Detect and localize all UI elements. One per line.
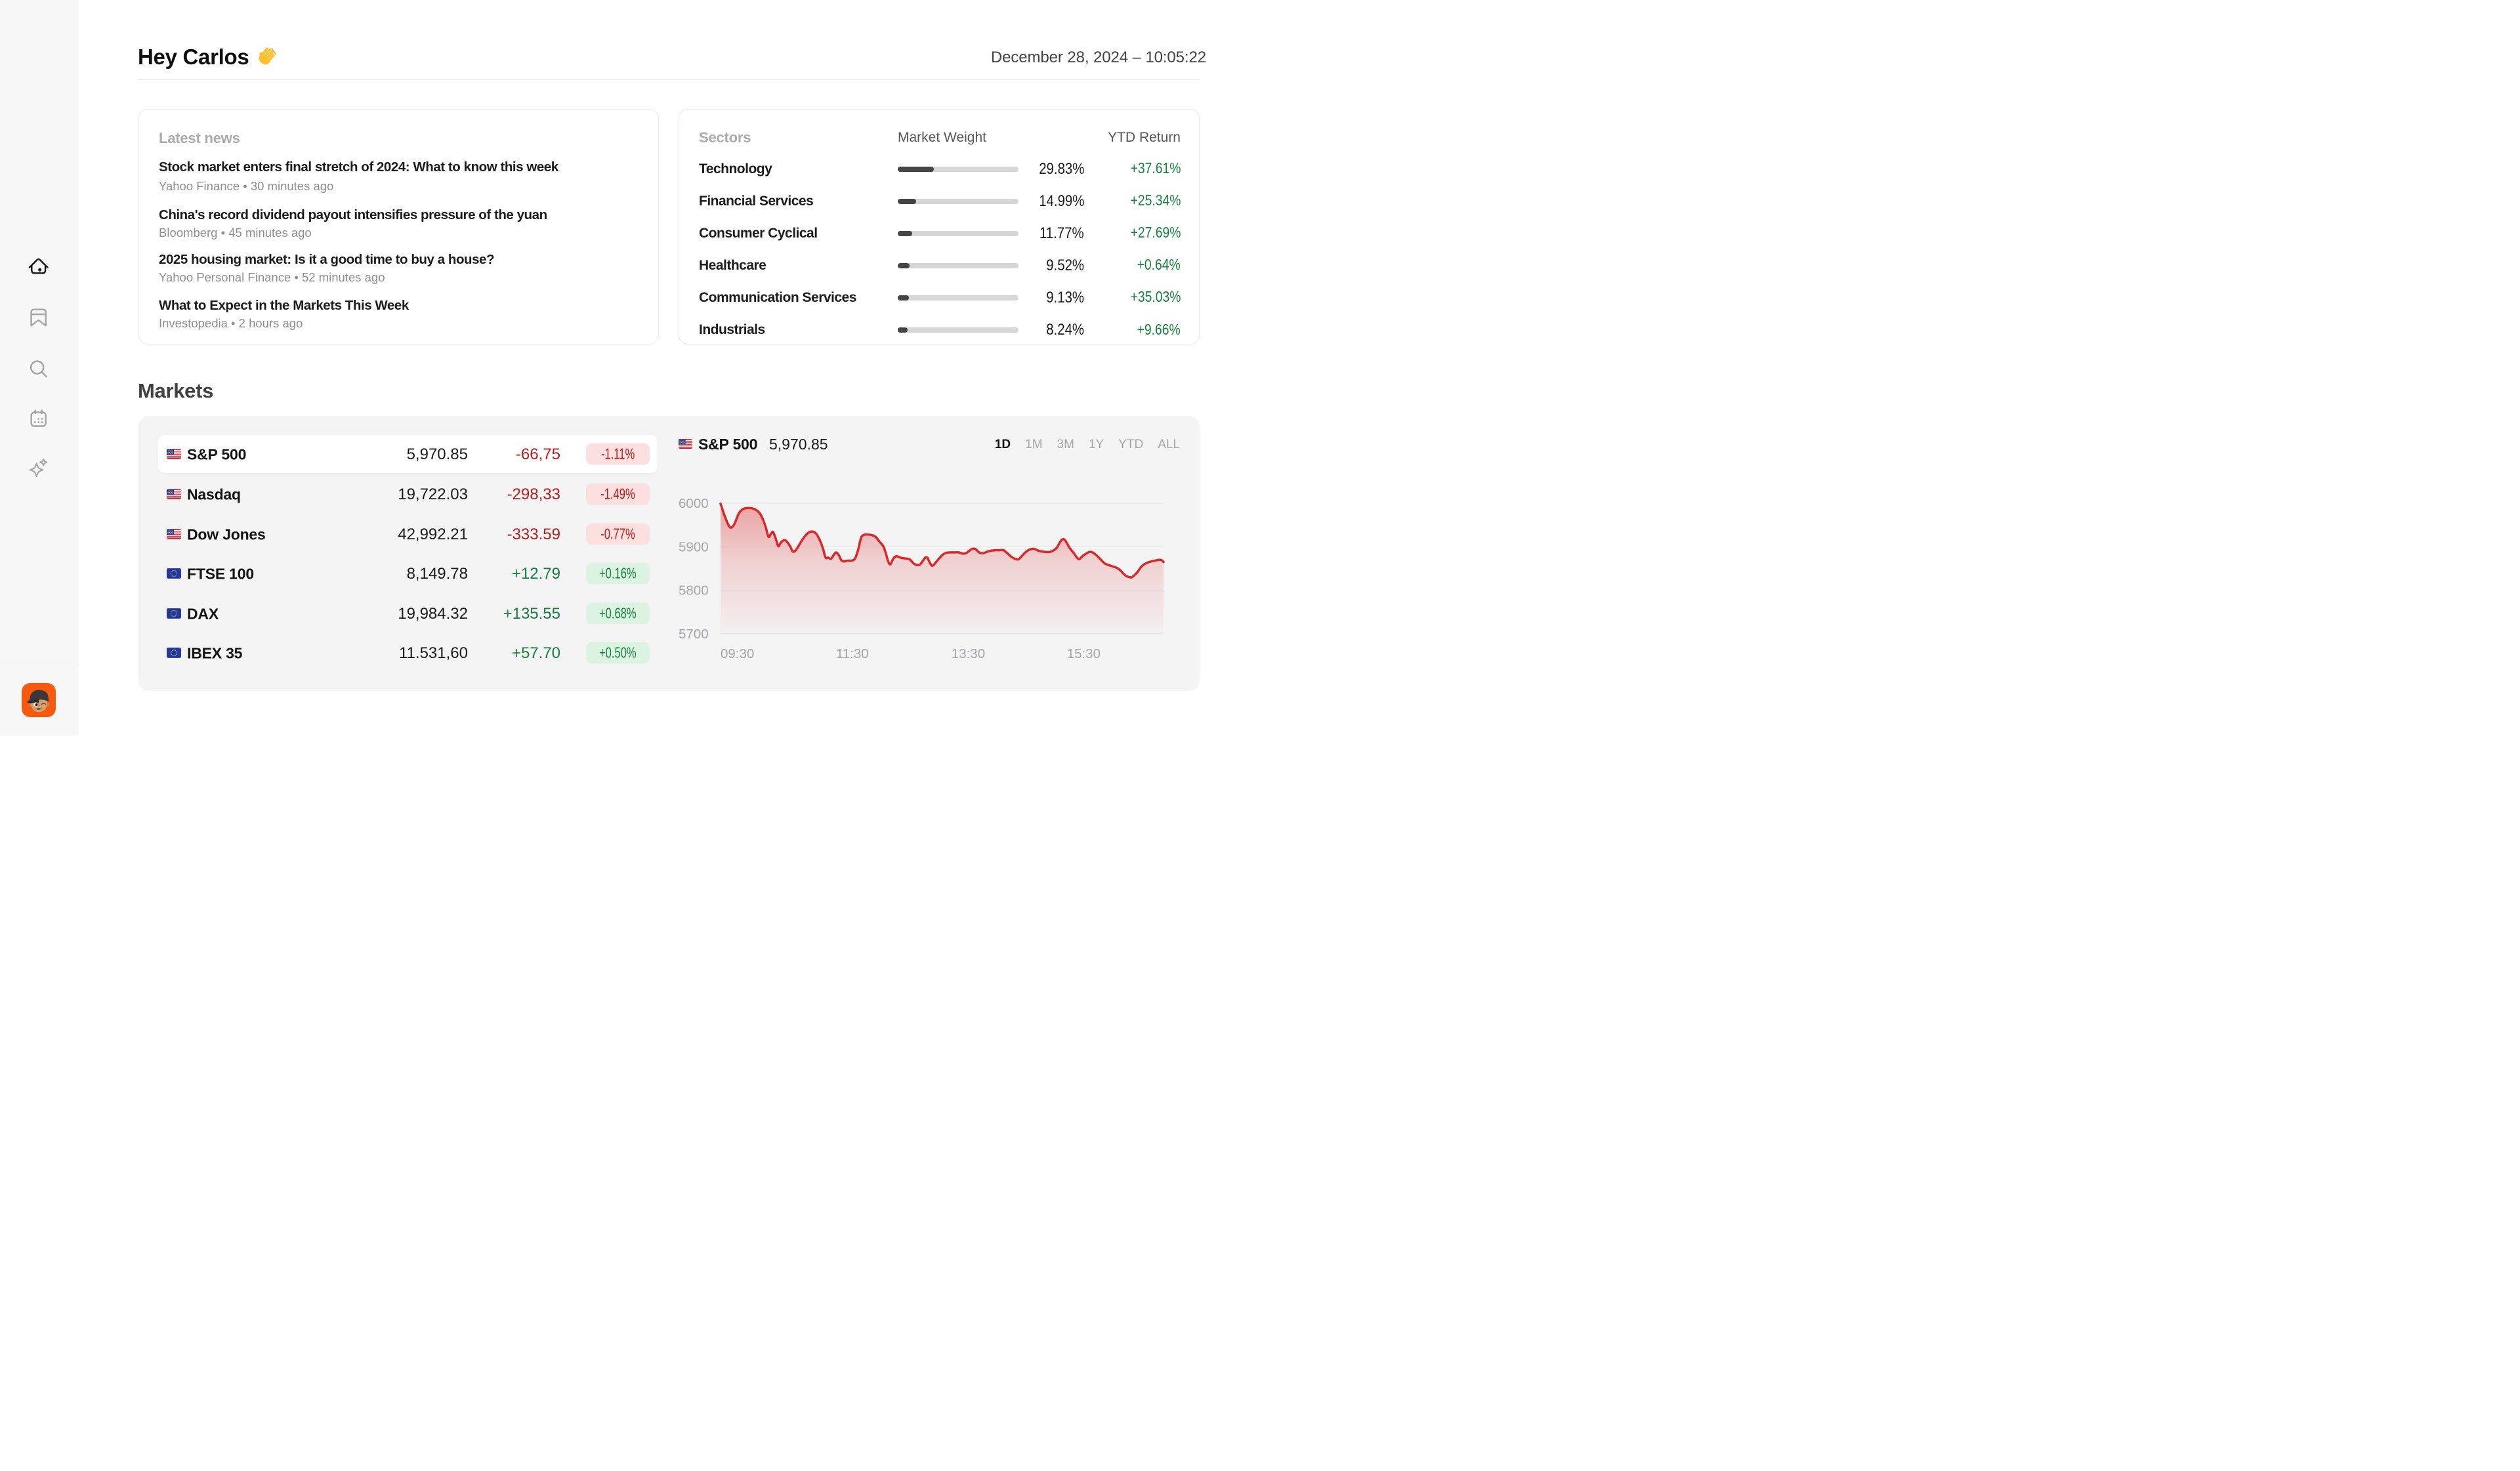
svg-text:13:30: 13:30	[952, 646, 985, 661]
svg-text:11:30: 11:30	[836, 646, 869, 661]
svg-text:15:30: 15:30	[1067, 646, 1101, 661]
svg-text:5700: 5700	[679, 627, 709, 642]
svg-text:6000: 6000	[679, 496, 709, 511]
svg-text:5900: 5900	[679, 539, 709, 554]
svg-text:09:30: 09:30	[721, 646, 754, 661]
svg-text:5800: 5800	[679, 583, 709, 598]
